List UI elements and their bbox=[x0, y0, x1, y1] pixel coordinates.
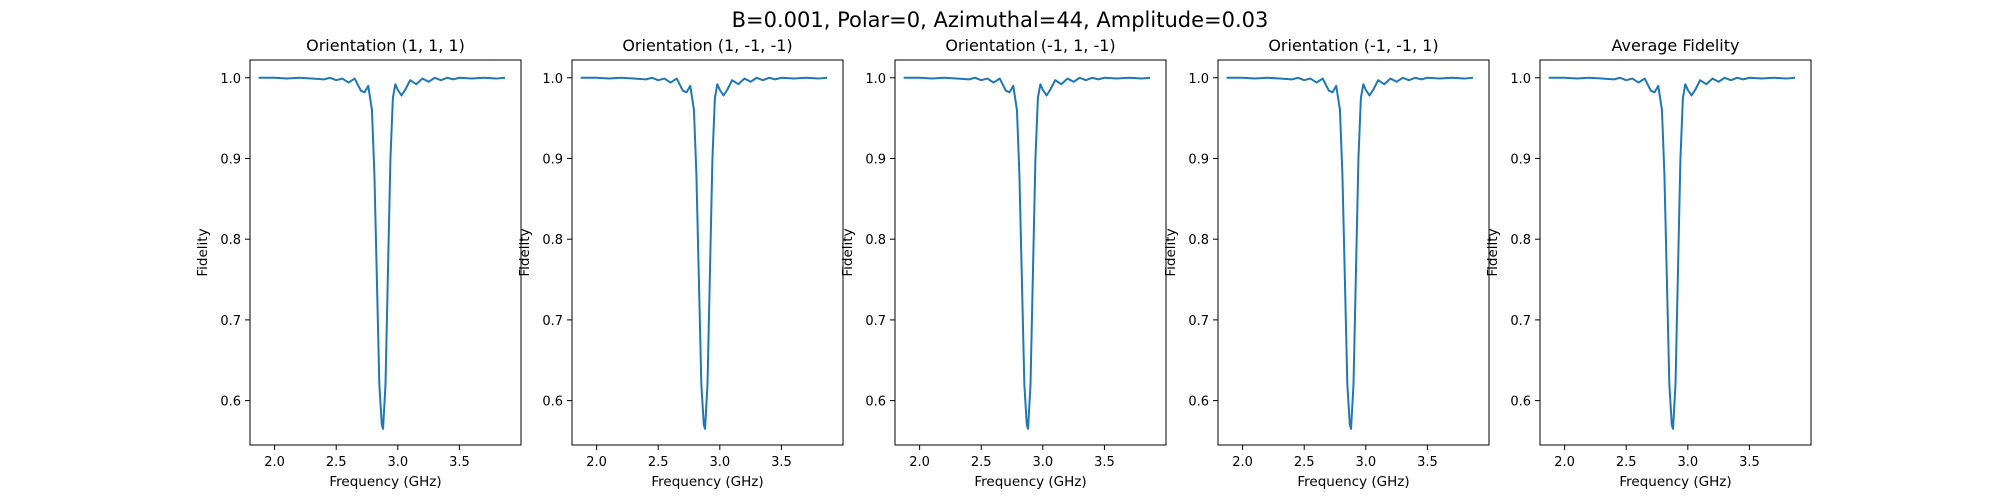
y-tick-label: 0.8 bbox=[865, 233, 886, 248]
y-tick-label: 0.9 bbox=[1510, 152, 1531, 167]
y-axis-label: Fidelity bbox=[195, 228, 211, 276]
y-tick-label: 0.6 bbox=[865, 395, 886, 410]
y-tick-label: 1.0 bbox=[220, 72, 241, 87]
fidelity-line bbox=[258, 76, 506, 430]
figure-suptitle: B=0.001, Polar=0, Azimuthal=44, Amplitud… bbox=[732, 8, 1269, 32]
y-tick-label: 0.9 bbox=[220, 152, 241, 167]
x-tick-label: 3.5 bbox=[1417, 455, 1438, 470]
subplot-title: Average Fidelity bbox=[1612, 36, 1740, 55]
x-tick-label: 2.0 bbox=[264, 455, 285, 470]
y-tick-label: 0.7 bbox=[1188, 314, 1209, 329]
subplot-panel: 2.0 2.5 3.0 3.5 0.6 0.7 0.8 0.9 1.0 Average Fidel… bbox=[1485, 36, 1812, 490]
fidelity-line bbox=[580, 76, 828, 430]
x-tick-label: 2.5 bbox=[326, 455, 347, 470]
axes-frame bbox=[249, 59, 522, 446]
y-tick-label: 0.6 bbox=[542, 395, 563, 410]
x-tick-label: 2.0 bbox=[909, 455, 930, 470]
y-tick-label: 1.0 bbox=[1510, 72, 1531, 87]
y-tick-label: 0.8 bbox=[220, 233, 241, 248]
y-tick-label: 1.0 bbox=[542, 72, 563, 87]
x-tick-label: 3.0 bbox=[709, 455, 730, 470]
x-tick-label: 2.5 bbox=[971, 455, 992, 470]
subplot-panel: 2.0 2.5 3.0 3.5 0.6 0.7 0.8 0.9 1.0 Orientation (… bbox=[195, 36, 522, 490]
x-tick-label: 3.5 bbox=[1739, 455, 1760, 470]
x-tick-label: 2.0 bbox=[1554, 455, 1575, 470]
y-tick-label: 0.8 bbox=[1510, 233, 1531, 248]
x-tick-label: 3.0 bbox=[1355, 455, 1376, 470]
y-tick-label: 0.7 bbox=[865, 314, 886, 329]
y-tick-label: 0.7 bbox=[220, 314, 241, 329]
y-tick-label: 0.8 bbox=[542, 233, 563, 248]
subplot-title: Orientation (1, 1, 1) bbox=[306, 36, 465, 55]
y-tick-label: 1.0 bbox=[865, 72, 886, 87]
subplot-panel: 2.0 2.5 3.0 3.5 0.6 0.7 0.8 0.9 1.0 Orientation (… bbox=[517, 36, 844, 490]
x-axis-label: Frequency (GHz) bbox=[651, 474, 763, 490]
x-tick-label: 3.0 bbox=[1032, 455, 1053, 470]
fidelity-line bbox=[1548, 76, 1796, 430]
y-tick-label: 0.6 bbox=[1188, 395, 1209, 410]
x-tick-label: 3.5 bbox=[771, 455, 792, 470]
y-tick-label: 0.8 bbox=[1188, 233, 1209, 248]
y-tick-label: 0.7 bbox=[542, 314, 563, 329]
x-tick-label: 3.5 bbox=[1094, 455, 1115, 470]
x-tick-label: 2.5 bbox=[1294, 455, 1315, 470]
y-tick-label: 0.9 bbox=[542, 152, 563, 167]
axes-frame bbox=[894, 59, 1167, 446]
y-tick-label: 0.6 bbox=[220, 395, 241, 410]
y-tick-label: 0.9 bbox=[865, 152, 886, 167]
fidelity-line bbox=[1226, 76, 1474, 430]
y-tick-label: 1.0 bbox=[1188, 72, 1209, 87]
x-tick-label: 3.0 bbox=[1677, 455, 1698, 470]
subplot-title: Orientation (1, -1, -1) bbox=[622, 36, 792, 55]
x-axis-label: Frequency (GHz) bbox=[329, 474, 441, 490]
x-tick-label: 3.5 bbox=[449, 455, 470, 470]
x-tick-label: 3.0 bbox=[387, 455, 408, 470]
y-axis-label: Fidelity bbox=[1485, 228, 1501, 276]
y-tick-label: 0.6 bbox=[1510, 395, 1531, 410]
x-axis-label: Frequency (GHz) bbox=[1619, 474, 1731, 490]
x-tick-label: 2.5 bbox=[1616, 455, 1637, 470]
subplot-panel: 2.0 2.5 3.0 3.5 0.6 0.7 0.8 0.9 1.0 Orientation (… bbox=[1163, 36, 1490, 490]
y-axis-label: Fidelity bbox=[517, 228, 533, 276]
x-axis-label: Frequency (GHz) bbox=[1297, 474, 1409, 490]
x-tick-label: 2.5 bbox=[648, 455, 669, 470]
y-tick-label: 0.9 bbox=[1188, 152, 1209, 167]
fidelity-line bbox=[903, 76, 1151, 430]
axes-frame bbox=[1539, 59, 1812, 446]
x-tick-label: 2.0 bbox=[586, 455, 607, 470]
y-axis-label: Fidelity bbox=[840, 228, 856, 276]
y-tick-label: 0.7 bbox=[1510, 314, 1531, 329]
x-axis-label: Frequency (GHz) bbox=[974, 474, 1086, 490]
subplot-title: Orientation (-1, -1, 1) bbox=[1268, 36, 1438, 55]
axes-frame bbox=[571, 59, 844, 446]
subplot-panel: 2.0 2.5 3.0 3.5 0.6 0.7 0.8 0.9 1.0 Orientation (… bbox=[840, 36, 1167, 490]
subplot-grid: 2.0 2.5 3.0 3.5 0.6 0.7 0.8 0.9 1.0 Orientation (… bbox=[195, 36, 1812, 490]
y-axis-label: Fidelity bbox=[1163, 228, 1179, 276]
axes-frame bbox=[1217, 59, 1490, 446]
subplot-title: Orientation (-1, 1, -1) bbox=[945, 36, 1115, 55]
x-tick-label: 2.0 bbox=[1232, 455, 1253, 470]
